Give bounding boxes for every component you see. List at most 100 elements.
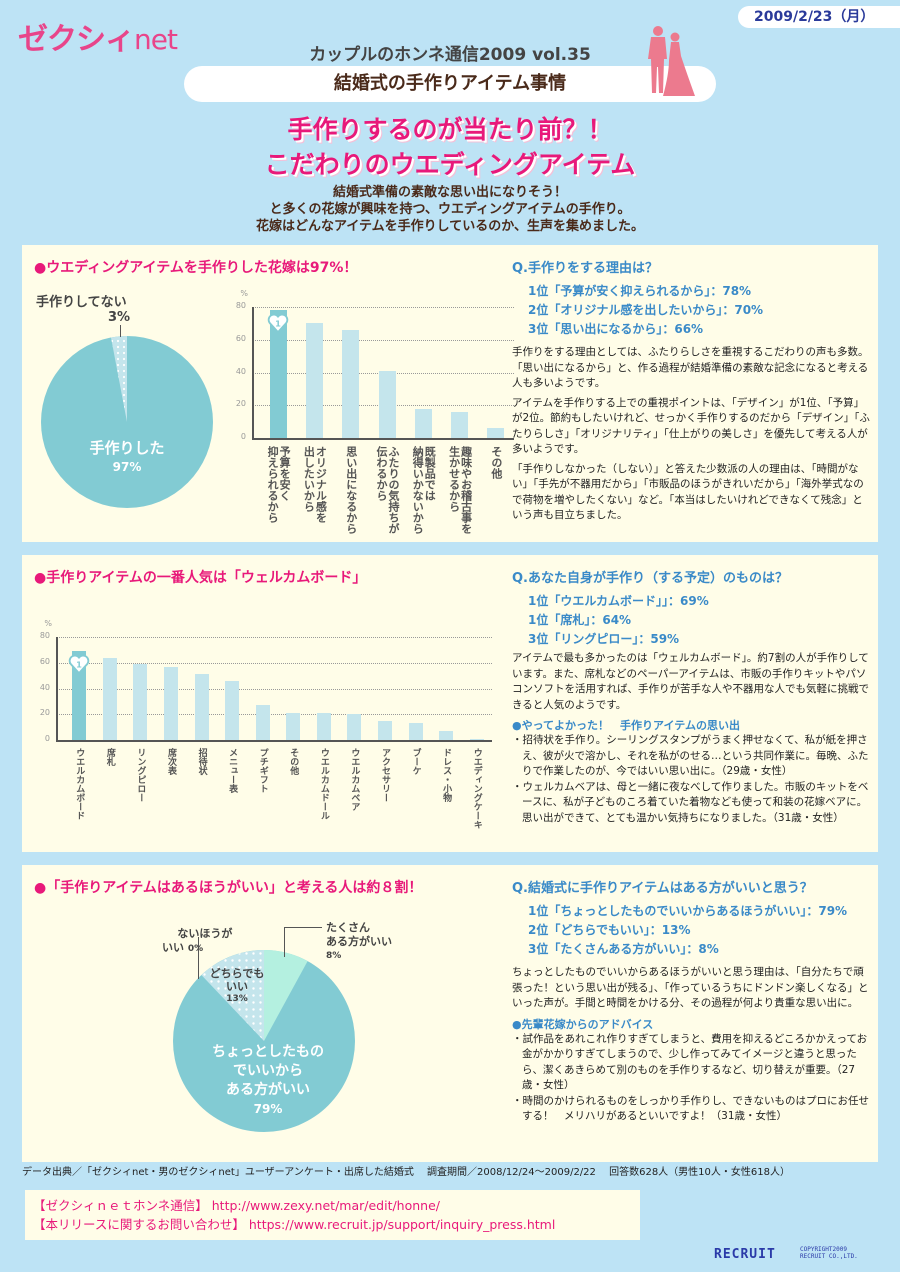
gridline: [56, 714, 492, 716]
y-tick-label: 40: [235, 366, 246, 376]
bar: [286, 712, 301, 740]
label-pct: 0%: [187, 944, 204, 954]
bar: [269, 310, 287, 438]
bar: [408, 723, 423, 740]
section-title: ●ウエディングアイテムを手作りした花嫁は97%！: [34, 260, 358, 276]
copyright: COPYRIGHT2009 RECRUIT CO.,LTD.: [800, 1246, 858, 1260]
gridline: [56, 688, 492, 690]
logo-net-text: net: [134, 23, 178, 56]
rank-1-heart-icon: 1: [68, 653, 90, 675]
honne-link-label: 【ゼクシィｎｅｔホンネ通信】: [33, 1198, 208, 1213]
y-tick-label: 20: [39, 708, 50, 718]
y-unit: %: [240, 289, 248, 298]
x-tick-label: ウエルカムベア: [349, 748, 360, 811]
label-text: 手作りした: [89, 439, 165, 457]
inquiry-link-row: 【本リリースに関するお問い合わせ】 https://www.recruit.jp…: [33, 1215, 632, 1234]
bar: [378, 370, 396, 438]
pie-chart-preference: [173, 950, 355, 1132]
copyright-line-1: COPYRIGHT2009: [800, 1246, 847, 1253]
testimonial: ・時間のかけられるものをしっかり手作りし、できないものはプロにお任せする！ メリ…: [512, 1094, 869, 1123]
label-text: ちょっとしたもの でいいから ある方がいい: [212, 1044, 324, 1098]
y-tick-label: 60: [235, 333, 246, 343]
links-box: 【ゼクシィｎｅｔホンネ通信】 http://www.zexy.net/mar/e…: [25, 1190, 640, 1240]
bar: [255, 705, 270, 740]
label-text: どちらでも いい: [209, 967, 265, 993]
leader-line: [198, 937, 199, 979]
rank-2: 1位「席札」：64%: [528, 613, 632, 627]
x-tick-label: その他: [288, 748, 299, 775]
bar: [487, 428, 505, 438]
bar: [316, 712, 331, 740]
gridline: [252, 307, 514, 308]
x-tick-label: 席札: [104, 748, 115, 766]
bar: [164, 666, 178, 740]
gridline: [56, 662, 492, 664]
x-tick-label: 席次表: [166, 748, 176, 775]
label-text: ないほうが いい: [162, 927, 233, 954]
bar: [469, 738, 484, 740]
pie-slice-either: [201, 950, 264, 1041]
label-pct: 79%: [253, 1102, 283, 1116]
y-tick-label: 40: [39, 682, 50, 692]
body-paragraph: アイテムを手作りする上での重視ポイントは、「デザイン」が1位、「予算」が2位。節…: [512, 396, 870, 456]
series-title: カップルのホンネ通信2009 vol.35: [309, 45, 591, 65]
lead-text: 結婚式準備の素敵な思い出になりそう！ と多くの花嫁が興味を持つ、ウエディングアイ…: [0, 184, 900, 235]
x-tick-label: ウエディングケーキ: [471, 748, 482, 829]
bar: [225, 680, 240, 740]
pie-label-made: 手作りした 97%: [62, 437, 192, 474]
rank-3: 3位「たくさんある方がいい」：8%: [528, 942, 719, 956]
bar: [194, 674, 209, 740]
question-title: Q.結婚式に手作りアイテムはある方がいいと思う？: [512, 881, 813, 896]
bar: [378, 720, 392, 740]
y-tick-label: 60: [39, 656, 50, 666]
y-axis: [252, 307, 254, 438]
body-paragraph: 「手作りしなかった（しない）」と答えた少数派の人の理由は、「時間がない」「手先が…: [512, 462, 864, 522]
sub-heading: ●やってよかった！ 手作りアイテムの思い出: [512, 719, 740, 732]
x-tick-label: ドレス・小物: [441, 748, 452, 802]
headline: 手作りするのが当たり前？！ こだわりのウエディングアイテム: [0, 112, 900, 182]
x-tick-label: 思い出になるから: [344, 446, 358, 534]
inquiry-link[interactable]: https://www.recruit.jp/support/inquiry_p…: [248, 1217, 556, 1232]
x-axis: [252, 438, 514, 440]
rank-1-heart-icon: 1: [267, 312, 289, 334]
x-tick-label: ブーケ: [410, 748, 421, 775]
headline-line-2: こだわりのウエディングアイテム: [264, 150, 636, 179]
bar: [439, 730, 454, 740]
pie-label-either: どちらでも いい 13%: [202, 967, 272, 1006]
rank-2: 2位「オリジナル感を出したいから」：70%: [528, 303, 764, 317]
bar-chart-items: % 0 20 40 60 80 1 ウエルカムボード 席札 リングピロー 席次表 招待状 メニュー表 プチ…: [36, 619, 496, 851]
leader-line: [120, 325, 121, 337]
x-tick-label: リングピロー: [135, 748, 146, 802]
svg-text:1: 1: [275, 319, 281, 329]
subtitle: 結婚式の手作りアイテム事情: [184, 66, 716, 102]
copyright-line-2: RECRUIT CO.,LTD.: [800, 1253, 858, 1260]
bar: [305, 323, 323, 438]
data-source: データ出典／「ゼクシィnet・男のゼクシィnet」ユーザーアンケート・出席した結…: [22, 1167, 790, 1178]
gridline: [252, 339, 514, 341]
lead-line-2: と多くの花嫁が興味を持つ、ウエディングアイテムの手作り。: [269, 202, 631, 217]
y-unit: %: [44, 619, 52, 628]
leader-line: [284, 927, 285, 957]
y-axis: [56, 637, 58, 740]
qa-reasons: Q.手作りをする理由は？ 1位「予算が安く抑えられるから」：78% 2位「オリジ…: [512, 257, 872, 524]
x-tick-label: 招待状: [196, 748, 207, 775]
honne-link[interactable]: http://www.zexy.net/mar/edit/honne/: [211, 1198, 440, 1213]
bar-chart-reasons: % 0 20 40 60 80 1 予算を安く 抑えられるから オリジナル感を 出したいから 思い…: [232, 289, 514, 541]
y-tick-label: 0: [44, 734, 50, 743]
pie-label-many: たくさん ある方がいい 8%: [326, 921, 392, 963]
x-tick-label: メニュー表: [227, 748, 238, 793]
testimonial: ・招待状を手作り。シーリングスタンプがうまく押せなくて、私が紙を押さえ、彼が火で…: [512, 734, 869, 777]
svg-text:1: 1: [76, 660, 82, 670]
x-tick-label: オリジナル感を 出したいから: [302, 446, 328, 523]
label-pct: 3%: [108, 310, 131, 325]
section-title: ●「手作りアイテムはあるほうがいい」と考える人は約８割！: [34, 880, 423, 896]
pie-slice-many: [264, 950, 308, 1041]
question-title: Q.あなた自身が手作り（する予定）のものは？: [512, 571, 788, 586]
sub-heading: ●先輩花嫁からのアドバイス: [512, 1017, 654, 1031]
x-tick-label: 趣味やお稽古事を 生かせるから: [447, 446, 473, 534]
section-popular-items: ●手作りアイテムの一番人気は「ウェルカムボード」 % 0 20 40 60 80 1 ウエルカ…: [22, 555, 878, 852]
qa-preference: Q.結婚式に手作りアイテムはある方がいいと思う？ 1位「ちょっとしたものでいいか…: [512, 877, 872, 1125]
bar: [102, 657, 117, 740]
recruit-logo: RECRUIT: [714, 1247, 776, 1262]
question-title: Q.手作りをする理由は？: [512, 261, 658, 276]
